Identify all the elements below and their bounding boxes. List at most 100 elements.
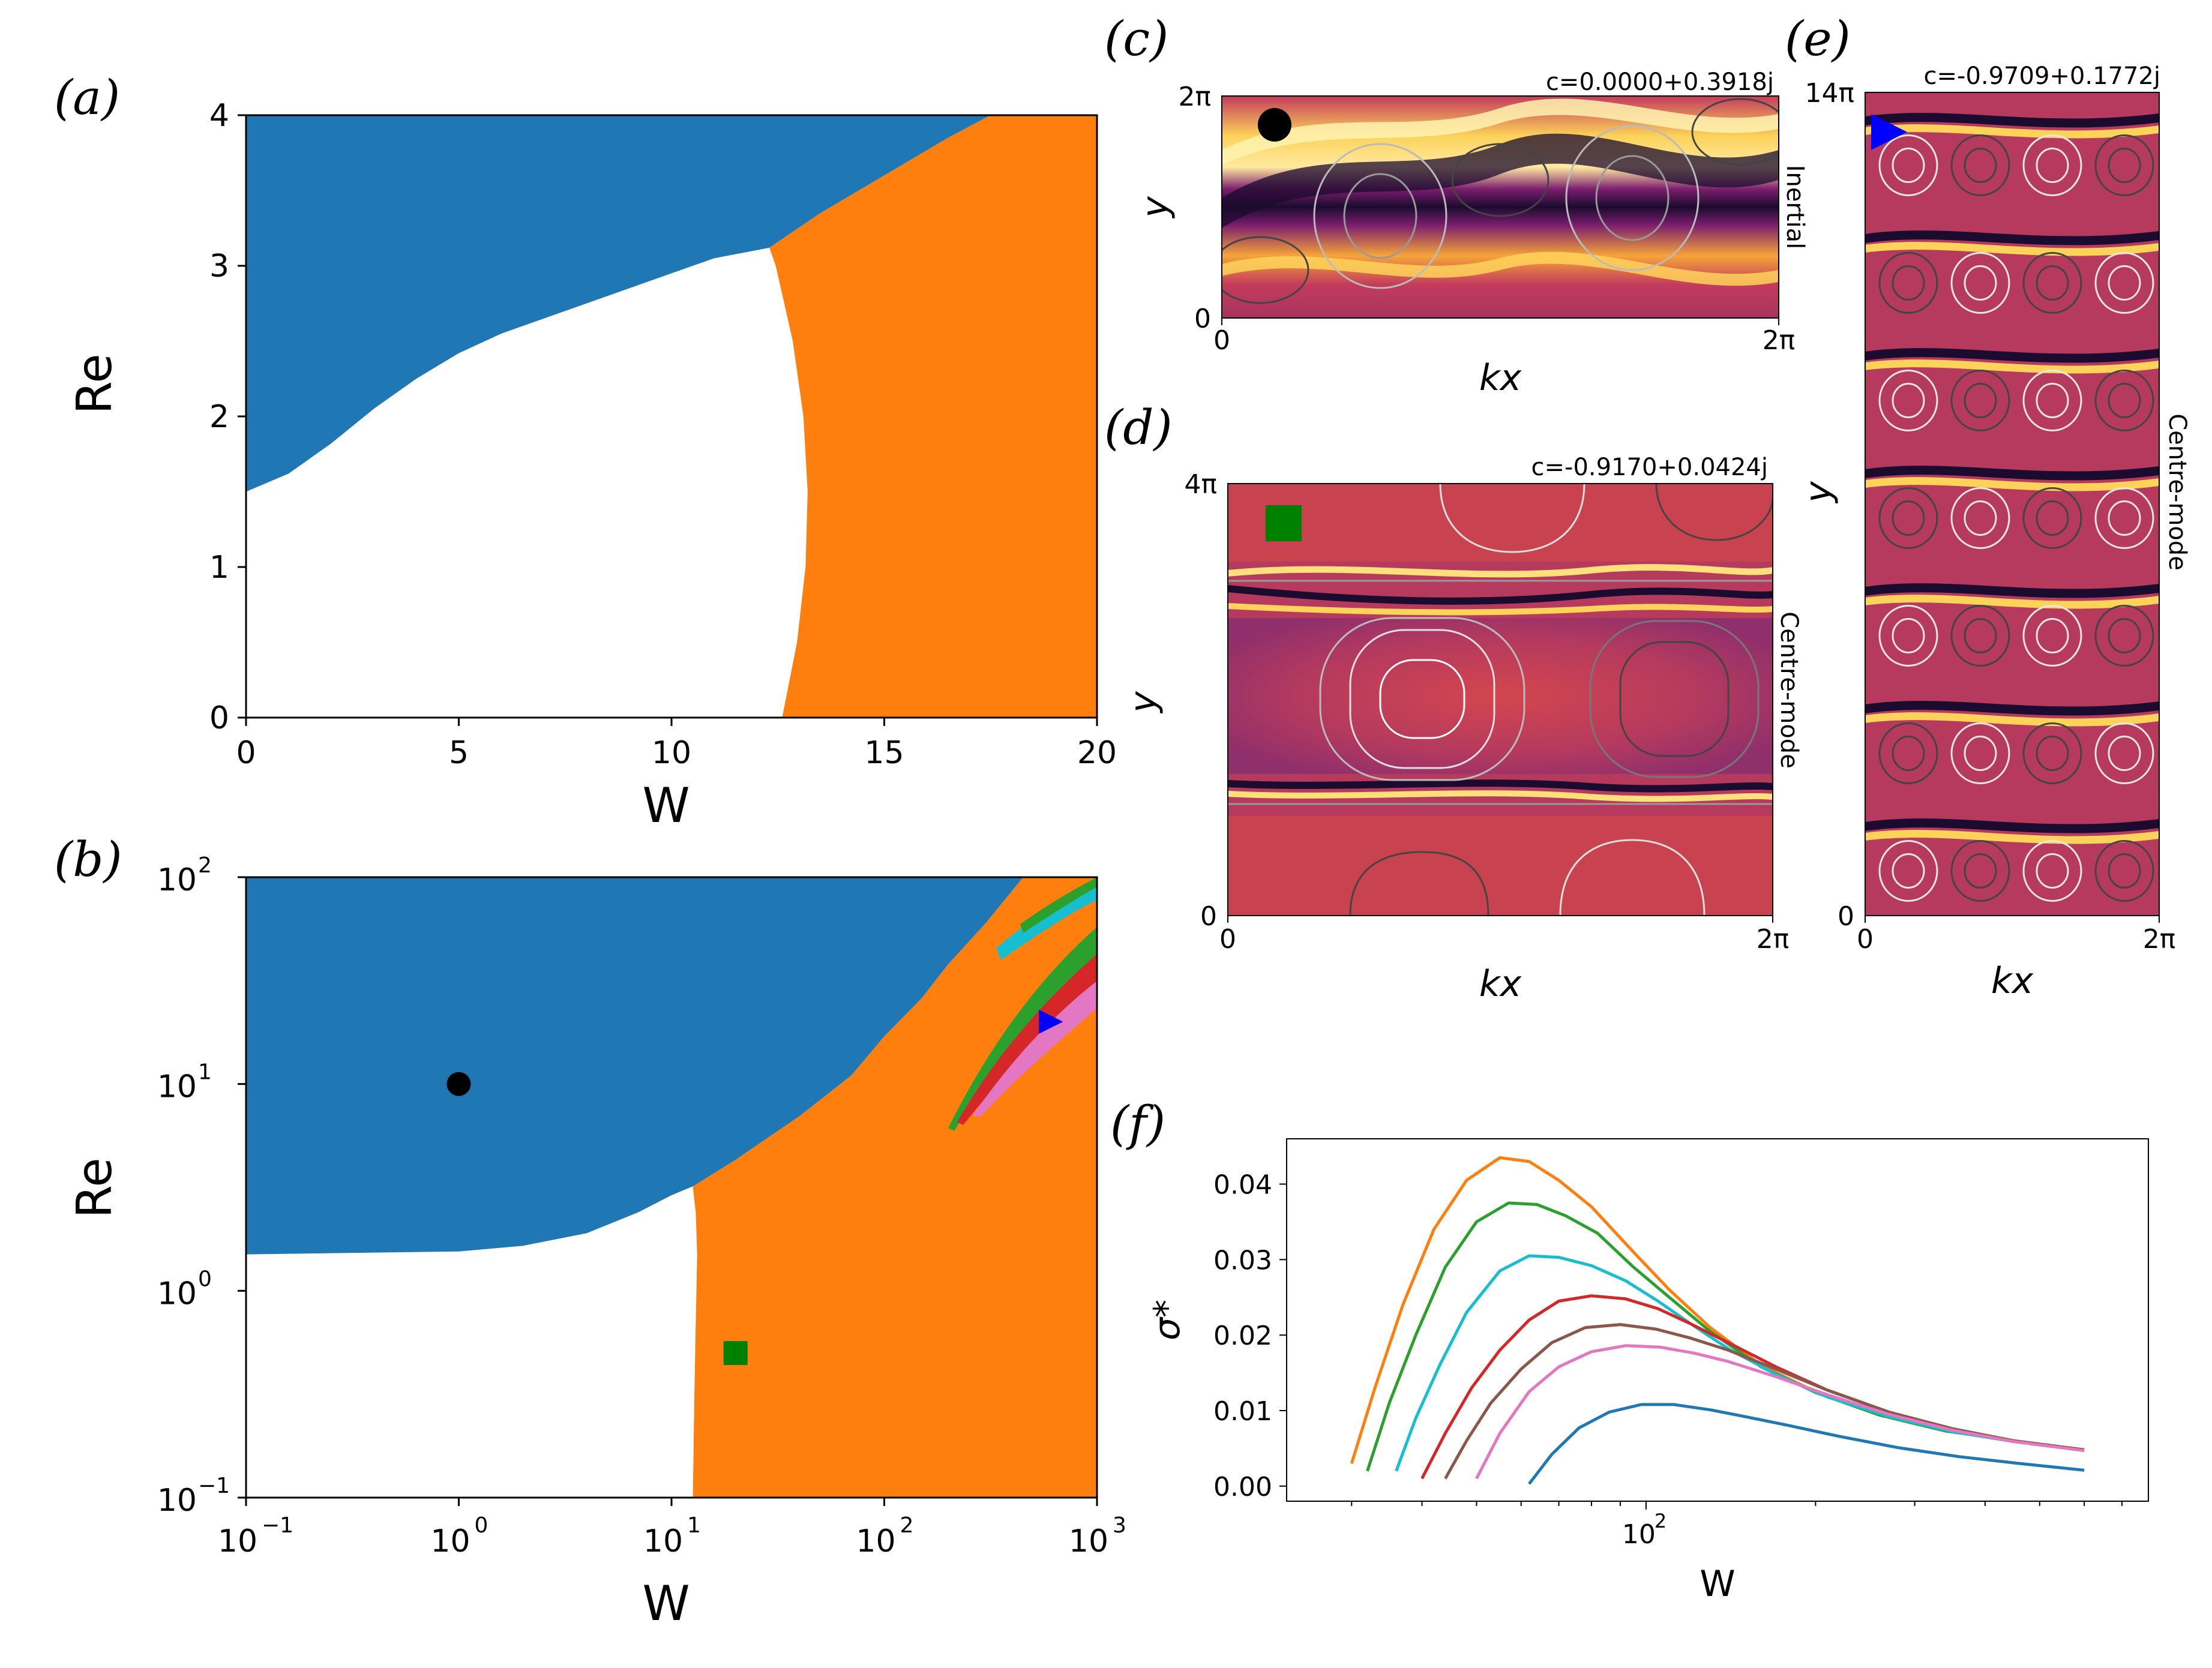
chart-c-frame	[1221, 95, 1779, 319]
chart-c-contour	[1691, 98, 1779, 166]
chart-c-contour	[1451, 143, 1549, 217]
chart-e-contour	[1964, 265, 1997, 301]
chart-d-contour	[1349, 629, 1495, 769]
chart-e-contour	[2094, 252, 2154, 314]
chart-b-ylabel: Re	[67, 1157, 122, 1218]
chart-d-cell	[1228, 618, 1773, 774]
chart-e-contour	[1878, 722, 1938, 785]
panel-label-e: (e)	[1785, 11, 1851, 67]
panel-label-b: (b)	[54, 832, 122, 887]
chart-e-xlabel: kx	[1991, 960, 2034, 1002]
chart-e-contour	[1878, 605, 1938, 667]
chart-a-ytick-label: 1	[209, 550, 229, 586]
chart-e-bright-band	[1865, 595, 2159, 609]
chart-f-series-blue	[1528, 1403, 2085, 1485]
chart-a-xtick-label: 0	[236, 735, 256, 771]
chart-b-region-orange	[693, 877, 1097, 1498]
chart-b-tongue-green-upper	[1020, 877, 1097, 933]
chart-b-ytick-label: 10	[157, 862, 197, 898]
chart-e-contour	[1950, 370, 2010, 432]
chart-e-bright-band	[1865, 477, 2159, 491]
chart-e-contour	[1892, 853, 1925, 889]
chart-c-contour	[1595, 155, 1670, 241]
chart-b-ytick-label: 10	[157, 1276, 197, 1312]
chart-b-tongue-red	[957, 954, 1097, 1125]
chart-e-contour	[2094, 134, 2154, 197]
chart-b-marker-square	[723, 1341, 748, 1366]
chart-e: c=-0.9709+0.1772j Centre-mode 0 2π 0 14π…	[1797, 62, 2191, 1002]
chart-a-xlabel: W	[642, 778, 690, 833]
chart-e-contour	[1950, 487, 2010, 550]
chart-b-xtick-exponent: 1	[687, 1513, 701, 1538]
chart-e-contour	[2022, 370, 2082, 432]
chart-d-dark-line	[1228, 585, 1773, 605]
chart-e-contour	[2094, 605, 2154, 667]
chart-e-contour	[2036, 853, 2069, 889]
chart-e-contour	[2022, 487, 2082, 550]
chart-f-series-cyan	[1395, 1254, 2085, 1472]
chart-e-ytick-0: 0	[1838, 901, 1854, 932]
chart-e-contour	[2094, 487, 2154, 550]
chart-b-xtick-exponent: −1	[262, 1513, 293, 1538]
chart-e-contour	[1964, 853, 1997, 889]
chart-d-contour	[1349, 851, 1489, 916]
chart-e-dark-band	[1865, 818, 2159, 833]
chart-d-side-label: Centre-mode	[1775, 611, 1803, 769]
chart-e-contour	[1950, 722, 2010, 785]
chart-e-contour	[1892, 148, 1925, 184]
chart-a-xtick-label: 15	[864, 735, 904, 771]
chart-d-frame	[1227, 483, 1773, 916]
chart-e-contour	[1892, 618, 1925, 654]
chart-b-ytick-exponent: 0	[198, 1267, 212, 1291]
chart-b-xlabel: W	[642, 1576, 690, 1631]
chart-b-xtick-exponent: 2	[900, 1513, 914, 1538]
chart-a: 0 5 10 15 20 0 1 2 3 4 W Re	[67, 98, 1117, 833]
chart-c-ytick-0: 0	[1194, 304, 1211, 334]
chart-f-ylabel: σ*	[1146, 1300, 1188, 1340]
chart-e-marker-triangle	[1871, 114, 1907, 150]
chart-f-ytick-label: 0.03	[1213, 1245, 1272, 1276]
chart-c-side-label: Inertial	[1781, 165, 1809, 250]
chart-e-contour	[2108, 500, 2141, 536]
chart-e-bright-band	[1865, 124, 2159, 139]
chart-a-ytick-label: 2	[209, 399, 229, 435]
chart-e-contour	[2094, 722, 2154, 785]
chart-e-contour	[2036, 265, 2069, 301]
chart-e-contour	[2108, 736, 2141, 772]
chart-c-xlabel: kx	[1479, 357, 1522, 399]
chart-e-contour	[2036, 383, 2069, 419]
chart-d-ytick-1: 4π	[1185, 469, 1217, 500]
chart-a-ytick-label: 3	[209, 248, 229, 284]
chart-e-dark-band	[1865, 701, 2159, 716]
chart-e-bright-band	[1865, 359, 2159, 374]
chart-d-dark-line-lower	[1228, 779, 1773, 793]
chart-e-contour	[2108, 265, 2141, 301]
chart-d-contour	[1655, 484, 1773, 541]
chart-d-contour	[1439, 484, 1585, 553]
chart-d-contour	[1619, 641, 1730, 757]
chart-e-contour	[2108, 148, 2141, 184]
chart-d-bright-line-2	[1228, 603, 1773, 616]
chart-e-contour	[2108, 853, 2141, 889]
chart-e-bright-band	[1865, 830, 2159, 844]
chart-e-contour	[1964, 618, 1997, 654]
chart-e-contour	[1950, 840, 2010, 902]
chart-f-series-brown	[1444, 1323, 2085, 1480]
chart-d-xlabel: kx	[1479, 963, 1522, 1005]
chart-b-marker-triangle	[1039, 1009, 1063, 1034]
chart-e-side-label: Centre-mode	[2163, 413, 2191, 571]
chart-e-contour	[2022, 722, 2082, 785]
chart-e-ytick-1: 14π	[1805, 78, 1854, 109]
chart-e-contour	[1964, 500, 1997, 536]
chart-e-ylabel: y	[1797, 481, 1839, 504]
chart-d-cell-bottom	[1228, 816, 1773, 916]
chart-b-xtick-exponent: 3	[1113, 1513, 1126, 1538]
chart-e-contour	[2022, 134, 2082, 197]
chart-c-ytick-1: 2π	[1179, 82, 1211, 112]
chart-b-ytick-exponent: −1	[198, 1474, 230, 1498]
chart-c-xtick-0: 0	[1213, 325, 1230, 356]
chart-d-ytick-0: 0	[1200, 901, 1217, 932]
chart-f-xtick-exponent: 2	[1654, 1510, 1667, 1532]
chart-e-dark-band	[1865, 113, 2159, 128]
